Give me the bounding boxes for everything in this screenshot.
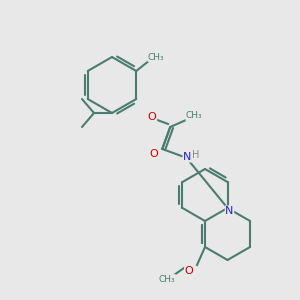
Text: N: N <box>183 152 191 162</box>
Text: N: N <box>225 206 234 216</box>
Text: H: H <box>192 150 199 160</box>
Text: CH₃: CH₃ <box>148 52 165 62</box>
Text: O: O <box>148 112 157 122</box>
Text: CH₃: CH₃ <box>186 112 202 121</box>
Text: CH₃: CH₃ <box>159 274 175 284</box>
Text: O: O <box>184 266 194 276</box>
Text: O: O <box>150 149 159 159</box>
